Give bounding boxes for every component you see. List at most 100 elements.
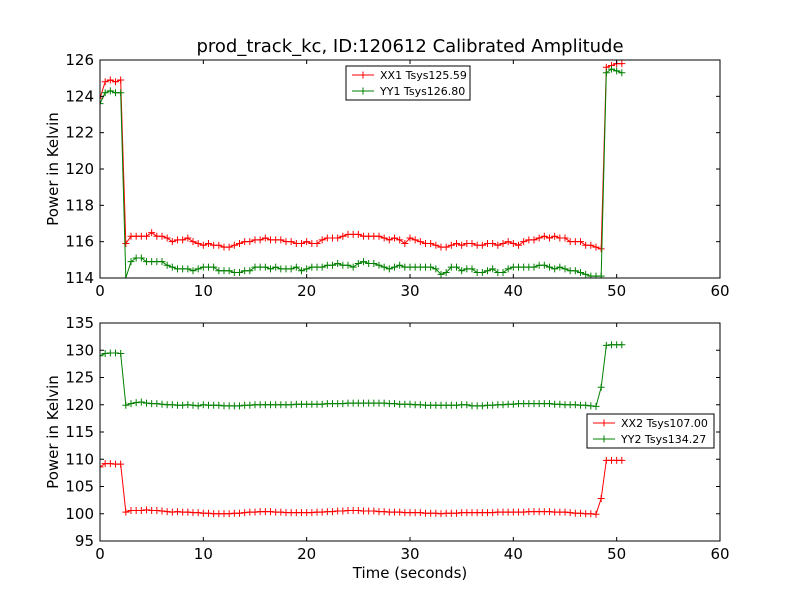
data-point — [199, 241, 207, 249]
data-point — [360, 258, 367, 266]
data-point — [194, 265, 202, 273]
legend-marker — [359, 87, 367, 95]
data-point — [354, 259, 362, 267]
series-line — [100, 459, 622, 515]
y-tick-label: 95 — [75, 532, 94, 550]
data-point — [561, 508, 569, 516]
data-point — [117, 460, 125, 468]
y-axis-label: Power in Kelvin — [44, 375, 62, 489]
data-point — [256, 236, 264, 244]
data-point — [520, 508, 528, 516]
data-point — [287, 401, 295, 409]
data-point — [106, 460, 114, 468]
data-point — [375, 232, 383, 240]
data-point — [354, 506, 362, 514]
data-point — [380, 263, 388, 271]
data-point — [602, 341, 610, 349]
data-point — [453, 401, 460, 409]
data-point — [561, 265, 569, 273]
y-tick-label: 120 — [65, 396, 94, 414]
data-point — [122, 274, 130, 278]
data-point — [318, 263, 326, 271]
data-point — [427, 263, 435, 271]
data-point — [251, 508, 259, 516]
data-point — [236, 269, 243, 277]
data-point — [184, 234, 192, 242]
data-point — [592, 402, 600, 410]
x-tick-label: 0 — [95, 545, 105, 563]
data-point — [236, 509, 243, 517]
data-point — [318, 400, 326, 408]
data-point — [597, 383, 605, 391]
data-point — [189, 267, 197, 275]
data-point — [437, 270, 445, 278]
data-point — [380, 399, 388, 407]
data-point — [618, 456, 626, 464]
data-point — [442, 269, 450, 277]
data-point — [158, 232, 166, 240]
data-point — [463, 401, 471, 409]
data-point — [535, 234, 543, 242]
data-point — [489, 265, 497, 273]
subplot-1: 0 10 20 30 40 50 60 114 116 118 120 122 124 126 Power … — [44, 51, 730, 300]
data-point — [354, 230, 362, 238]
data-point — [597, 494, 605, 502]
data-point — [592, 243, 600, 251]
data-point — [236, 239, 243, 247]
data-point — [551, 265, 559, 273]
data-point — [143, 232, 150, 240]
data-point — [597, 272, 605, 278]
legend-label: YY2 Tsys134.27 — [620, 433, 706, 446]
data-point — [189, 238, 197, 246]
data-point — [577, 238, 584, 246]
data-point — [447, 241, 455, 249]
data-point — [241, 509, 249, 517]
data-point — [551, 232, 559, 240]
data-point — [561, 234, 569, 242]
data-point — [225, 510, 233, 518]
x-tick-label: 30 — [400, 282, 419, 300]
legend-label: YY1 Tsys126.80 — [379, 85, 465, 98]
data-point — [592, 510, 600, 518]
plots-container: 0 10 20 30 40 50 60 114 116 118 120 122 124 126 Power … — [44, 51, 730, 563]
data-point — [117, 89, 125, 97]
data-point — [499, 401, 507, 409]
data-point — [489, 239, 497, 247]
data-point — [504, 265, 512, 273]
data-point — [158, 258, 166, 266]
y-tick-label: 135 — [65, 314, 94, 332]
data-point — [546, 400, 553, 408]
data-point — [318, 236, 326, 244]
data-point — [308, 509, 316, 517]
y-tick-label: 110 — [65, 450, 94, 468]
y-tick-label: 120 — [65, 160, 94, 178]
data-point — [168, 401, 176, 409]
data-point — [396, 236, 404, 244]
legend-entry: XX2 Tsys107.00 — [593, 417, 708, 430]
data-point — [246, 238, 254, 246]
data-point — [215, 241, 223, 249]
x-tick-label: 50 — [607, 282, 626, 300]
data-point — [453, 263, 460, 271]
data-point — [298, 267, 305, 275]
data-point — [313, 239, 321, 247]
legend-box — [586, 413, 715, 449]
data-point — [199, 401, 207, 409]
y-tick-label: 105 — [65, 478, 94, 496]
data-point — [100, 100, 104, 108]
data-point — [618, 341, 626, 349]
data-point — [468, 239, 476, 247]
data-point — [334, 259, 342, 267]
data-point — [329, 508, 336, 516]
data-point — [478, 241, 486, 249]
data-point — [540, 232, 548, 240]
x-tick-label: 10 — [194, 545, 213, 563]
data-point — [329, 261, 336, 269]
legend-box — [345, 65, 471, 101]
data-point — [189, 401, 197, 409]
data-point — [143, 506, 150, 514]
data-point — [468, 265, 476, 273]
data-point — [432, 265, 440, 273]
data-point — [158, 507, 166, 515]
data-point — [530, 236, 538, 244]
